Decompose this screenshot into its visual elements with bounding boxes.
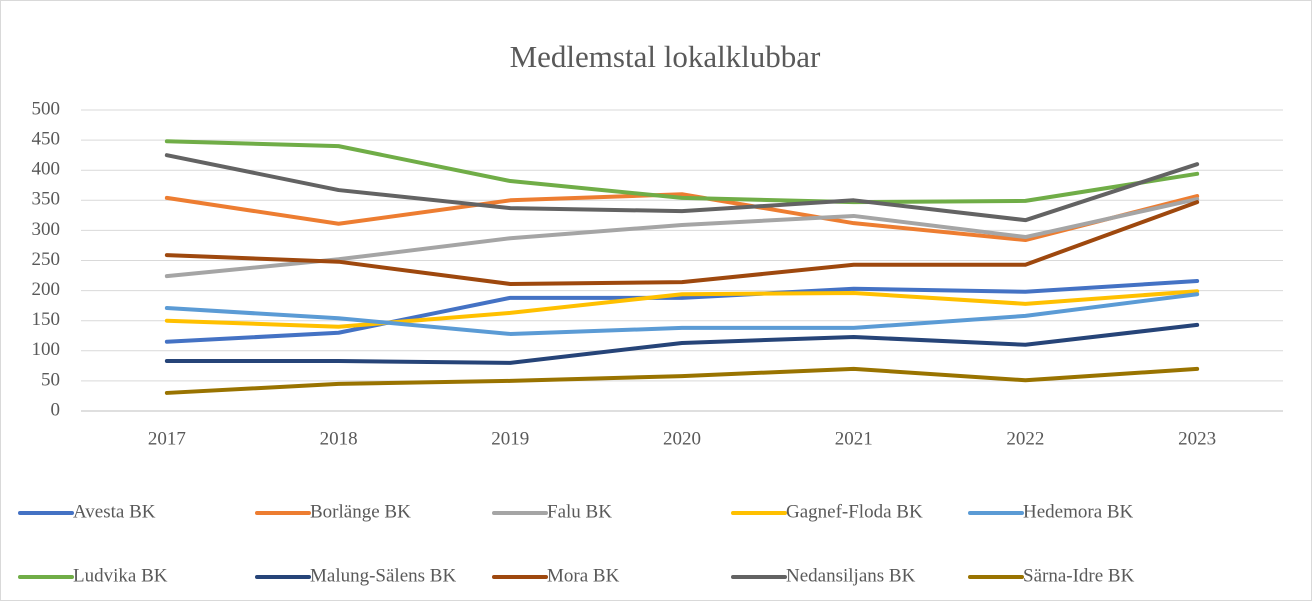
series-line <box>164 292 1200 336</box>
y-tick-label: 0 <box>51 399 61 420</box>
y-tick-label: 250 <box>32 249 61 270</box>
y-tick-label: 150 <box>32 309 61 330</box>
y-tick-label: 100 <box>32 339 61 360</box>
x-tick-label: 2018 <box>320 428 358 449</box>
x-tick-label: 2019 <box>491 428 529 449</box>
series-line <box>164 200 1200 286</box>
x-tick-label: 2021 <box>835 428 873 449</box>
series-line <box>164 153 1200 223</box>
series-line <box>164 139 1200 205</box>
legend-label: Malung-Sälens BK <box>310 565 456 586</box>
legend-label: Mora BK <box>547 565 620 586</box>
x-tick-label: 2020 <box>663 428 701 449</box>
series-line <box>164 197 1200 279</box>
series-line <box>164 289 1200 329</box>
legend-label: Ludvika BK <box>73 565 168 586</box>
legend-label: Hedemora BK <box>1023 501 1134 522</box>
chart-title: Medlemstal lokalklubbar <box>510 39 821 74</box>
y-tick-label: 400 <box>32 159 61 180</box>
y-tick-label: 300 <box>32 219 61 240</box>
y-tick-label: 450 <box>32 128 61 149</box>
y-tick-label: 50 <box>41 369 60 390</box>
y-tick-label: 500 <box>32 98 61 119</box>
series-line <box>164 192 1200 243</box>
y-tick-label: 350 <box>32 189 61 210</box>
legend-label: Falu BK <box>547 501 612 522</box>
x-tick-label: 2022 <box>1006 428 1044 449</box>
series-line <box>164 322 1200 365</box>
legend-label: Särna-Idre BK <box>1023 565 1135 586</box>
series-line <box>164 278 1200 344</box>
x-tick-label: 2023 <box>1178 428 1216 449</box>
legend-label: Gagnef-Floda BK <box>786 501 923 522</box>
legend-label: Borlänge BK <box>310 501 411 522</box>
legend-label: Avesta BK <box>73 501 156 522</box>
legend-label: Nedansiljans BK <box>786 565 916 586</box>
series-line <box>164 366 1200 395</box>
x-tick-label: 2017 <box>148 428 186 449</box>
y-tick-label: 200 <box>32 279 61 300</box>
